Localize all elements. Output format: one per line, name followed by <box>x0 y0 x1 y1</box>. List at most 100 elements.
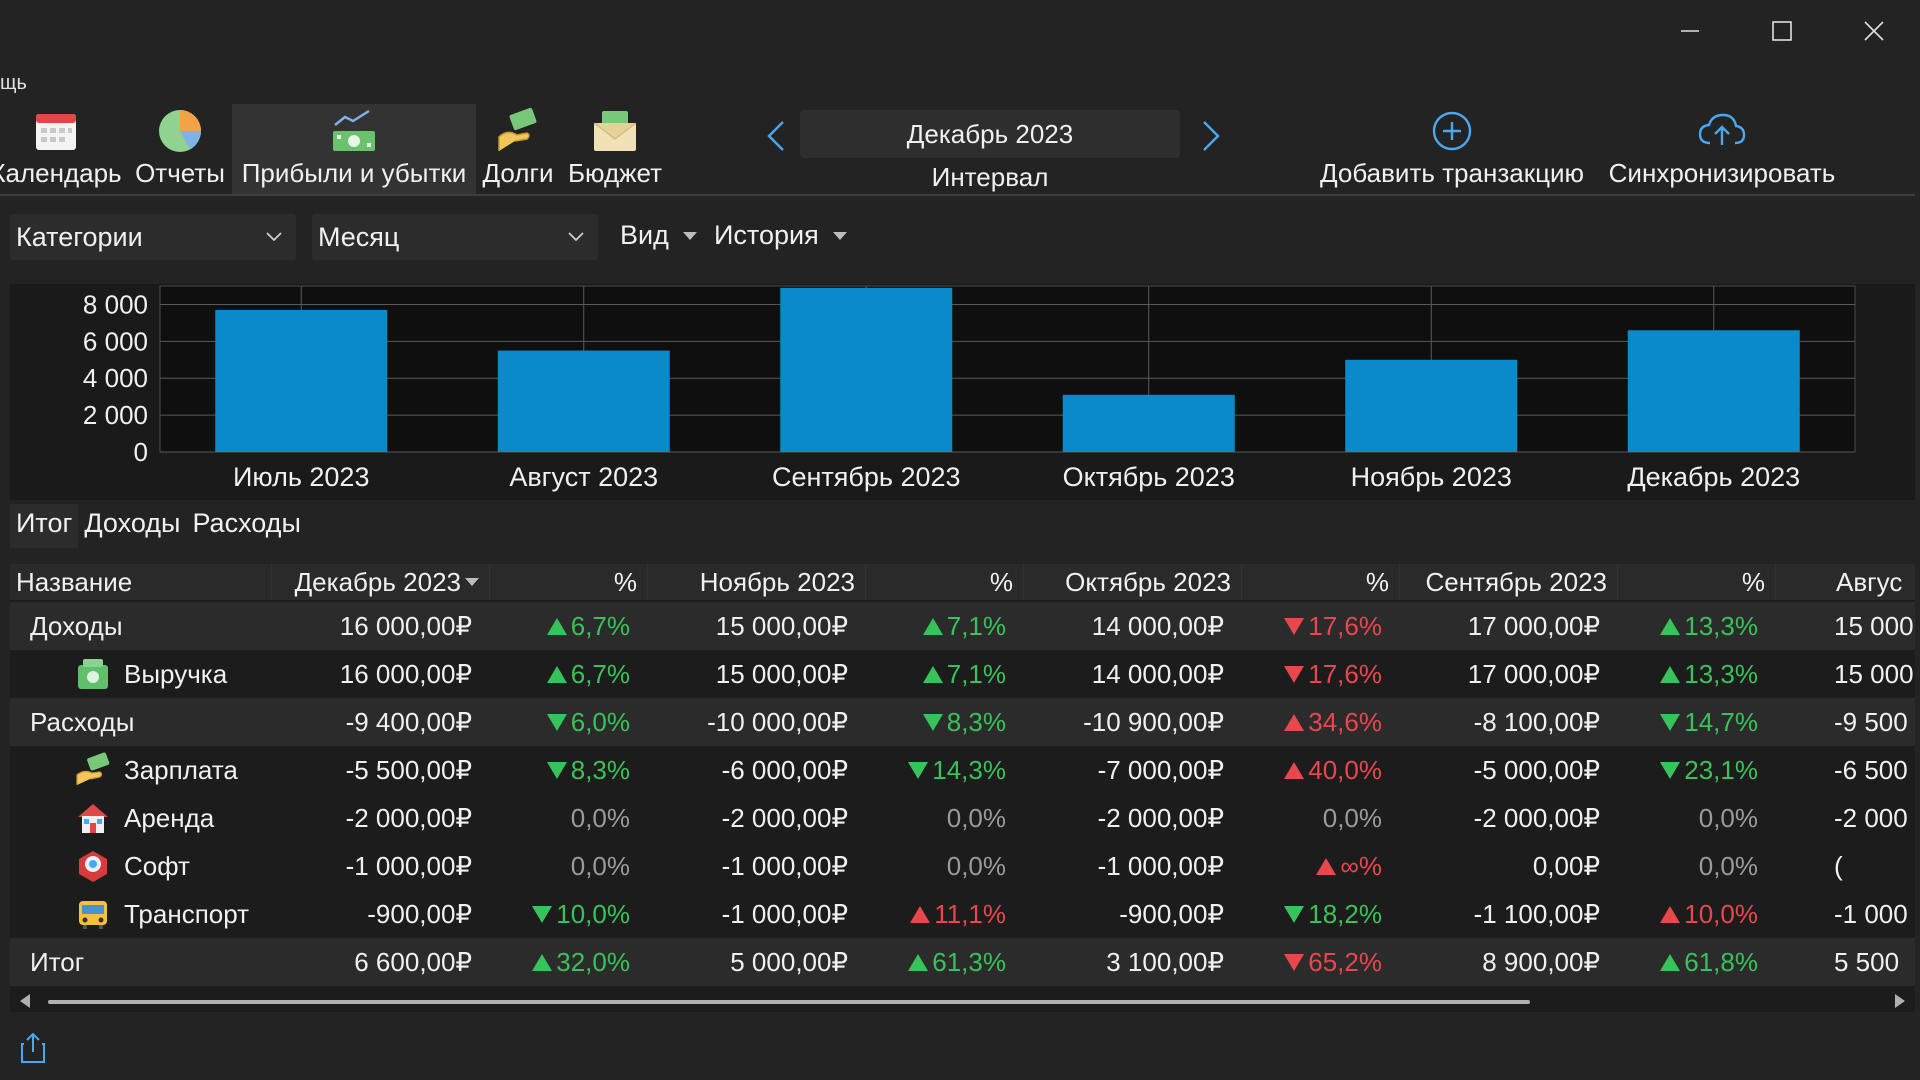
tab-total[interactable]: Итог <box>10 504 79 548</box>
scroll-left-icon[interactable] <box>20 994 30 1008</box>
share-icon[interactable] <box>18 1030 48 1066</box>
chevron-right-icon[interactable] <box>1196 116 1226 156</box>
amount-cell: 5 000,00₽ <box>730 946 848 977</box>
chevron-left-icon[interactable] <box>761 116 791 156</box>
percent-up-value: ∞% <box>1316 851 1382 882</box>
minimize-button[interactable] <box>1644 0 1736 62</box>
table-row[interactable]: Транспорт -900,00₽ 10,0% -1 000,00₽ 11,1% -90… <box>10 890 1915 938</box>
calendar-icon <box>36 114 76 150</box>
close-button[interactable] <box>1828 0 1920 62</box>
column-header-aug[interactable]: Авгус <box>1776 564 1915 600</box>
column-header-nov[interactable]: Ноябрь 2023 <box>648 564 866 600</box>
menu-item-fragment[interactable]: щь <box>0 72 27 94</box>
percent-change-cell: 8,3% <box>490 746 648 794</box>
percent-up-value: 40,0% <box>1284 755 1382 786</box>
percent-up-value: 34,6% <box>1284 707 1382 738</box>
table-row[interactable]: Расходы -9 400,00₽ 6,0% -10 000,00₽ 8,3% -10 … <box>10 698 1915 746</box>
percent-value: 0,0% <box>1698 802 1758 833</box>
software-icon <box>74 847 112 885</box>
percent-change-cell: 23,1% <box>1618 746 1776 794</box>
amount-cell: -2 000 <box>1834 802 1908 833</box>
percent-change-cell: 6,0% <box>490 698 648 746</box>
column-header-pct[interactable]: % <box>1618 564 1776 600</box>
amount-cell: -900,00₽ <box>1119 898 1224 929</box>
view-dropdown[interactable]: Вид <box>620 220 697 251</box>
percent-up-value: 32,0% <box>532 947 630 978</box>
column-header-pct[interactable]: % <box>490 564 648 600</box>
table-row[interactable]: Доходы 16 000,00₽ 6,7% 15 000,00₽ 7,1% 14 000… <box>10 602 1915 650</box>
percent-change-cell: 0,0% <box>1618 794 1776 842</box>
profit-loss-button[interactable]: Прибыли и убытки <box>232 104 476 196</box>
bar[interactable] <box>1627 330 1800 452</box>
percent-change-cell: 32,0% <box>490 938 648 986</box>
percent-change-cell: 8,3% <box>866 698 1024 746</box>
column-header-name[interactable]: Название <box>10 564 272 600</box>
row-name: Транспорт <box>10 890 272 938</box>
percent-change-cell: 40,0% <box>1242 746 1400 794</box>
amount-cell: -5 000,00₽ <box>1473 754 1600 785</box>
table-row[interactable]: Итог 6 600,00₽ 32,0% 5 000,00₽ 61,3% 3 100,00… <box>10 938 1915 986</box>
amount-cell: -6 500 <box>1834 754 1908 785</box>
percent-change-cell: 61,8% <box>1618 938 1776 986</box>
column-header-dec-label: Декабрь 2023 <box>294 566 461 597</box>
tab-income[interactable]: Доходы <box>84 508 181 538</box>
amount-cell: 14 000,00₽ <box>1091 658 1224 689</box>
salary-icon <box>74 751 112 789</box>
budget-button[interactable]: Бюджет <box>563 104 667 196</box>
period-selector[interactable]: Декабрь 2023 <box>800 110 1180 158</box>
percent-change-cell: 65,2% <box>1242 938 1400 986</box>
amount-cell: -1 000,00₽ <box>721 850 848 881</box>
report-table: Название Декабрь 2023 % Ноябрь 2023 % Ок… <box>10 564 1915 990</box>
percent-change-cell: 17,6% <box>1242 602 1400 650</box>
amount-cell: 6 600,00₽ <box>354 946 472 977</box>
percent-down-value: 14,3% <box>908 755 1006 786</box>
reports-button[interactable]: Отчеты <box>133 104 227 196</box>
toolbar: Календарь Отчеты Прибыли и убытки <box>0 104 1920 196</box>
tab-expenses[interactable]: Расходы <box>192 508 301 538</box>
percent-change-cell: 0,0% <box>866 794 1024 842</box>
percent-change-cell: 6,7% <box>490 650 648 698</box>
sync-button[interactable]: Синхронизировать <box>1600 104 1844 196</box>
calendar-button[interactable]: Календарь <box>0 104 122 196</box>
amount-cell: -1 000,00₽ <box>1097 850 1224 881</box>
percent-down-value: 10,0% <box>532 899 630 930</box>
table-row[interactable]: Выручка 16 000,00₽ 6,7% 15 000,00₽ 7,1% 14 00… <box>10 650 1915 698</box>
bar[interactable] <box>497 350 670 452</box>
debts-button[interactable]: Долги <box>478 104 558 196</box>
percent-down-value: 6,0% <box>547 707 630 738</box>
bar[interactable] <box>1062 394 1235 452</box>
horizontal-scrollbar[interactable] <box>10 990 1915 1012</box>
group-by-select[interactable]: Категории <box>10 214 296 260</box>
column-header-pct[interactable]: % <box>1242 564 1400 600</box>
amount-cell: 3 100,00₽ <box>1106 946 1224 977</box>
maximize-button[interactable] <box>1736 0 1828 62</box>
y-tick-label: 0 <box>134 437 148 467</box>
period-type-value: Месяц <box>318 221 400 252</box>
column-header-oct[interactable]: Октябрь 2023 <box>1024 564 1242 600</box>
bar[interactable] <box>1345 359 1518 452</box>
chevron-down-icon <box>266 232 282 242</box>
amount-cell: -1 000,00₽ <box>721 898 848 929</box>
column-header-sep[interactable]: Сентябрь 2023 <box>1400 564 1618 600</box>
column-header-pct[interactable]: % <box>866 564 1024 600</box>
percent-change-cell: 10,0% <box>1618 890 1776 938</box>
column-header-dec[interactable]: Декабрь 2023 <box>272 564 490 600</box>
percent-down-value: 23,1% <box>1660 755 1758 786</box>
add-transaction-button[interactable]: Добавить транзакцию <box>1312 104 1592 196</box>
minimize-icon <box>1681 30 1699 32</box>
table-row[interactable]: Зарплата -5 500,00₽ 8,3% -6 000,00₽ 14,3% -7 … <box>10 746 1915 794</box>
table-row[interactable]: Софт -1 000,00₽ 0,0% -1 000,00₽ 0,0% -1 000,0… <box>10 842 1915 890</box>
bar[interactable] <box>215 309 388 452</box>
plot-area <box>159 285 1856 453</box>
history-dropdown[interactable]: История <box>714 220 847 251</box>
amount-cell: -9 500 <box>1834 706 1908 737</box>
amount-cell: 16 000,00₽ <box>339 610 472 641</box>
scrollbar-thumb[interactable] <box>48 1000 1530 1004</box>
scroll-right-icon[interactable] <box>1895 994 1905 1008</box>
period-type-select[interactable]: Месяц <box>312 214 598 260</box>
percent-down-value: 17,6% <box>1284 659 1382 690</box>
row-name: Софт <box>10 842 272 890</box>
bar[interactable] <box>780 287 953 452</box>
row-name: Зарплата <box>10 746 272 794</box>
table-row[interactable]: Аренда -2 000,00₽ 0,0% -2 000,00₽ 0,0% -2 000… <box>10 794 1915 842</box>
